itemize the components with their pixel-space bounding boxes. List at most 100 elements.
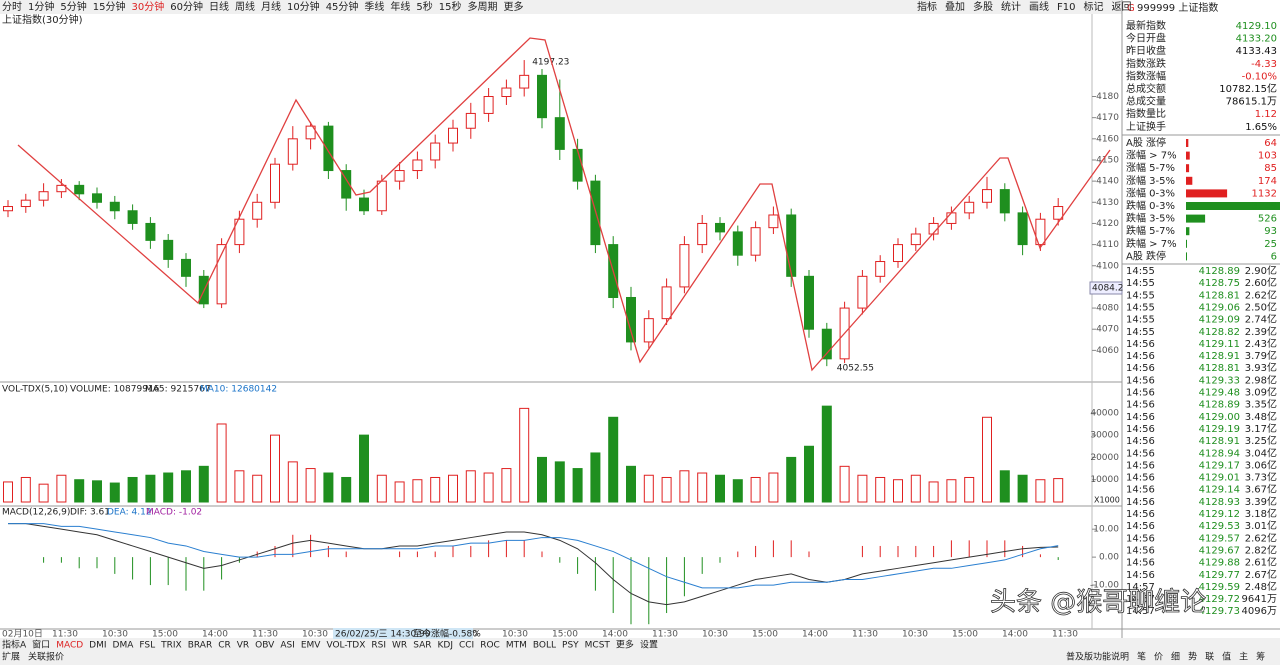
- candle-body: [804, 275, 814, 330]
- side-tab[interactable]: 笔: [1137, 651, 1146, 663]
- indicator-tab[interactable]: 窗口: [32, 639, 50, 651]
- y-tick-label: 4120: [1096, 219, 1119, 229]
- y-tick-label: 4180: [1096, 92, 1119, 102]
- volume-bar: [3, 481, 13, 503]
- period-tab[interactable]: 60分钟: [170, 0, 203, 13]
- top-bar: [0, 0, 1280, 14]
- tool-button[interactable]: 多股: [973, 0, 993, 13]
- indicator-tab[interactable]: RSI: [371, 641, 386, 651]
- candle-body: [679, 244, 690, 288]
- indicator-tab[interactable]: DMI: [89, 641, 106, 651]
- period-tab[interactable]: 日线: [209, 0, 229, 13]
- period-tab[interactable]: 45分钟: [326, 0, 359, 13]
- period-tab[interactable]: 更多: [504, 0, 524, 13]
- candle-body: [875, 261, 886, 277]
- quote-label: 昨日收盘: [1126, 44, 1166, 57]
- side-tab[interactable]: 势: [1188, 651, 1197, 663]
- y-tick-label: 30000: [1090, 431, 1119, 441]
- breadth-value: 1132: [1252, 188, 1277, 199]
- indicator-tab[interactable]: ROC: [480, 641, 500, 651]
- indicator-tab[interactable]: MCST: [585, 641, 611, 651]
- trade-volume: 3.06亿: [1245, 458, 1277, 471]
- candle-body: [964, 201, 975, 214]
- indicator-tab[interactable]: MACD: [56, 641, 83, 651]
- indicator-tab[interactable]: CCI: [459, 641, 474, 651]
- period-tab[interactable]: 5分钟: [60, 0, 86, 13]
- indicator-tab[interactable]: OBV: [255, 641, 275, 651]
- period-tab[interactable]: 10分钟: [287, 0, 320, 13]
- tool-button[interactable]: F10: [1057, 2, 1075, 13]
- quote-label: 总成交量: [1126, 95, 1166, 108]
- indicator-tab[interactable]: 设置: [640, 640, 658, 651]
- side-tab[interactable]: 主: [1239, 651, 1248, 663]
- period-tab[interactable]: 季线: [364, 0, 384, 13]
- side-tab[interactable]: 联: [1205, 652, 1214, 663]
- period-tab[interactable]: 分时: [2, 1, 22, 13]
- volume-bar: [501, 468, 512, 503]
- breadth-label: A股 涨停: [1126, 136, 1166, 149]
- x-tick-label: 10:30: [102, 630, 128, 640]
- tool-button[interactable]: 统计: [1001, 0, 1021, 13]
- indicator-tab[interactable]: MTM: [506, 641, 527, 651]
- breadth-label: 涨幅 5-7%: [1126, 161, 1175, 174]
- breadth-bar: [1186, 214, 1206, 223]
- tool-button[interactable]: 叠加: [945, 1, 965, 13]
- indicator-tab[interactable]: KDJ: [437, 641, 453, 651]
- period-tab[interactable]: 15秒: [439, 0, 462, 13]
- indicator-tab[interactable]: EMV: [301, 641, 321, 651]
- indicator-tab[interactable]: CR: [218, 641, 231, 651]
- indicator-tab[interactable]: VR: [237, 641, 249, 651]
- tool-button[interactable]: 返回: [1111, 1, 1131, 13]
- cursor-time: 26/02/25/三 14:30 90: [335, 630, 431, 640]
- bottom-tab[interactable]: 关联报价: [28, 651, 64, 663]
- side-tab[interactable]: 普及版功能说明: [1066, 651, 1129, 663]
- period-tab[interactable]: 1分钟: [28, 0, 54, 13]
- trade-volume: 2.60亿: [1245, 276, 1277, 289]
- volume-bar: [323, 472, 334, 503]
- period-tab[interactable]: 周线: [235, 0, 255, 13]
- side-tab[interactable]: 价: [1154, 652, 1163, 663]
- volume-bar: [750, 476, 761, 503]
- tool-button[interactable]: 标记: [1083, 1, 1103, 13]
- y-tick-label: 40000: [1090, 408, 1119, 418]
- trade-time: 14:56: [1126, 388, 1155, 399]
- candle-body: [982, 189, 992, 203]
- trade-time: 14:56: [1126, 339, 1155, 350]
- y-tick-label: 4140: [1096, 177, 1119, 187]
- indicator-tab[interactable]: WR: [392, 641, 407, 651]
- candle-body: [910, 233, 921, 246]
- indicator-tab[interactable]: PSY: [562, 641, 579, 651]
- period-tab[interactable]: 15分钟: [93, 0, 126, 13]
- period-tab[interactable]: 30分钟: [131, 0, 164, 13]
- period-tab[interactable]: 月线: [261, 0, 281, 13]
- indicator-tab[interactable]: TRIX: [160, 641, 182, 651]
- bottom-tab[interactable]: 扩展: [2, 651, 20, 663]
- indicator-tab[interactable]: FSL: [139, 641, 155, 651]
- candle-body: [216, 244, 227, 305]
- tool-button[interactable]: 指标: [917, 0, 937, 13]
- bottom-bar: [0, 638, 1280, 665]
- quote-label: 指数涨跌: [1126, 57, 1166, 70]
- indicator-tab[interactable]: BOLL: [533, 641, 556, 651]
- indicator-tab[interactable]: 指标A: [2, 639, 27, 651]
- period-tab[interactable]: 5秒: [416, 0, 432, 13]
- x-tick-label: 10:30: [502, 630, 528, 640]
- indicator-tab[interactable]: VOL-TDX: [326, 641, 365, 651]
- indicator-tab[interactable]: 更多: [616, 639, 634, 651]
- y-tick-label: 20000: [1090, 453, 1119, 463]
- volume-bar: [697, 472, 708, 503]
- tool-button[interactable]: 画线: [1029, 0, 1049, 13]
- side-tab[interactable]: 细: [1171, 651, 1180, 663]
- x-tick-label: 10:30: [702, 630, 728, 640]
- indicator-tab[interactable]: BRAR: [188, 641, 212, 651]
- side-tab[interactable]: 筹: [1256, 651, 1265, 663]
- indicator-tab[interactable]: ASI: [280, 641, 295, 651]
- volume-bar: [519, 407, 530, 503]
- x-tick-label: 14:00: [602, 630, 628, 640]
- side-tab[interactable]: 值: [1222, 651, 1231, 663]
- period-tab[interactable]: 年线: [390, 0, 410, 13]
- indicator-tab[interactable]: DMA: [113, 641, 135, 651]
- period-tab[interactable]: 多周期: [468, 0, 498, 13]
- indicator-tab[interactable]: SAR: [413, 641, 431, 651]
- breadth-value: 85: [1264, 163, 1277, 174]
